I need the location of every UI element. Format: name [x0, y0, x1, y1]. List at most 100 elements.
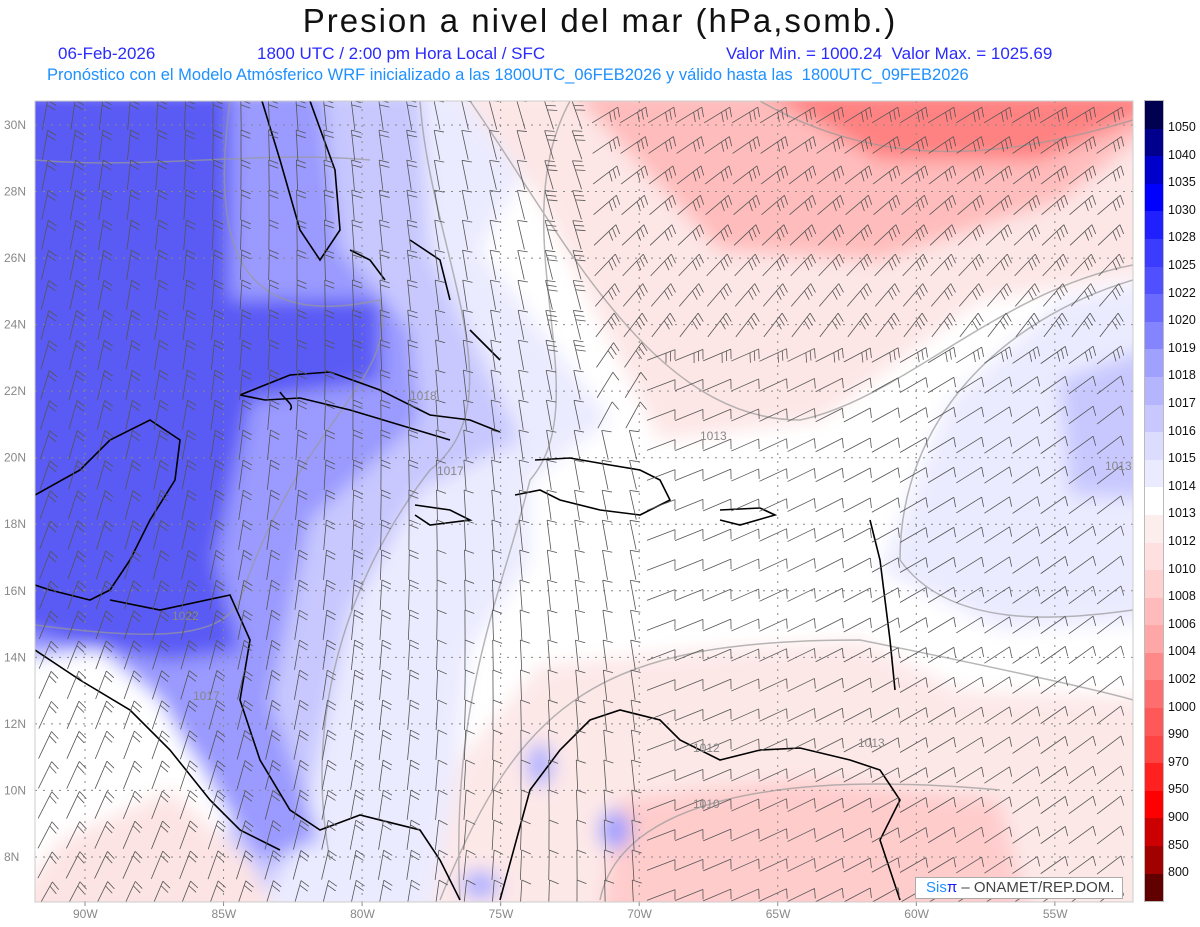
wind-barb — [572, 250, 586, 280]
wind-barb — [1040, 586, 1069, 604]
wind-barb — [649, 194, 677, 216]
wind-barb — [646, 499, 676, 511]
wind-barb — [1040, 526, 1069, 544]
colorbar-swatch — [1145, 846, 1163, 874]
wind-barb — [69, 219, 85, 250]
wind-barb — [1096, 615, 1125, 635]
contour-label: 1017 — [437, 464, 464, 478]
wind-barb — [519, 579, 530, 610]
wind-barb — [628, 430, 640, 460]
wind-barb — [1068, 645, 1097, 665]
wind-barb — [352, 429, 363, 461]
colorbar-label: 1002 — [1168, 672, 1196, 686]
wind-barb — [267, 429, 280, 460]
wind-barb — [294, 639, 309, 670]
wind-barb — [491, 489, 502, 520]
wind-barb — [519, 519, 530, 550]
wind-barb — [927, 556, 956, 574]
wind-barb — [1011, 106, 1040, 124]
wind-barb — [264, 790, 282, 820]
wind-barb — [816, 136, 845, 154]
wind-barb — [40, 400, 58, 430]
wind-barb — [490, 339, 501, 370]
wind-barb — [674, 679, 704, 691]
wind-barb — [180, 730, 198, 760]
wind-barb — [674, 739, 704, 751]
wind-barb — [984, 646, 1013, 664]
wind-barb — [703, 468, 732, 482]
wind-barb — [1068, 495, 1097, 515]
wind-barb — [406, 249, 418, 280]
wind-barb — [182, 369, 197, 400]
wind-barb — [212, 101, 223, 131]
wind-barb — [759, 858, 788, 872]
lat-tick-label: 8N — [4, 850, 19, 864]
wind-barb — [679, 312, 704, 338]
wind-barb — [759, 498, 788, 512]
wind-barb — [1040, 796, 1069, 814]
wind-barb — [984, 766, 1013, 784]
wind-barb — [546, 519, 557, 550]
wind-barb — [759, 768, 788, 782]
wind-barb — [126, 249, 141, 280]
wind-barb — [595, 312, 620, 338]
wind-barb — [436, 519, 447, 551]
wind-barb — [379, 309, 391, 340]
wind-barb — [1012, 376, 1041, 394]
credit-box: Sisπ – ONAMET/REP.DOM. — [915, 877, 1123, 899]
wind-barb — [324, 339, 335, 371]
wind-barb — [152, 670, 170, 700]
wind-barb — [267, 339, 280, 370]
wind-barb — [268, 101, 279, 131]
wind-barb — [871, 827, 900, 843]
lon-tick-label: 75W — [489, 907, 514, 921]
colorbar-swatch — [1145, 790, 1163, 819]
wind-barb — [1012, 736, 1041, 754]
wind-barb — [731, 438, 760, 452]
wind-barb — [96, 520, 114, 550]
wind-barb — [1012, 436, 1041, 454]
wind-barb — [759, 708, 788, 722]
wind-barb — [597, 401, 619, 429]
wind-barb — [292, 850, 310, 880]
wind-barb — [1096, 675, 1125, 695]
wind-barb — [572, 310, 586, 340]
wind-barb — [899, 587, 928, 603]
wind-barb — [408, 519, 419, 551]
wind-barb — [927, 796, 956, 814]
wind-barb — [927, 736, 956, 754]
wind-barb — [815, 347, 844, 363]
wind-barb — [957, 194, 985, 216]
wind-barb — [548, 879, 559, 902]
wind-barb — [759, 348, 788, 363]
wind-barb — [239, 309, 252, 340]
wind-barb — [66, 791, 87, 819]
wind-barb — [123, 610, 142, 640]
wind-barb — [236, 730, 254, 760]
lat-tick-label: 18N — [4, 517, 26, 531]
wind-barb — [735, 312, 760, 338]
wind-barb — [324, 279, 335, 311]
min-max-label: Valor Min. = 1000.24 Valor Max. = 1025.6… — [726, 44, 1053, 63]
wind-barb — [602, 669, 614, 700]
wind-barb — [492, 639, 503, 671]
contour-label: 1013 — [1105, 459, 1132, 473]
wind-barb — [871, 467, 900, 483]
wind-barb — [603, 699, 614, 730]
wind-barb — [731, 106, 760, 124]
colorbar-label: 1012 — [1168, 534, 1196, 548]
wind-barb — [183, 159, 196, 190]
wind-barb — [1012, 856, 1041, 874]
wind-barb — [1013, 224, 1041, 246]
wind-barb — [1040, 676, 1069, 694]
wind-barb — [1068, 405, 1097, 425]
wind-barb — [674, 409, 704, 421]
wind-barb — [39, 520, 58, 550]
colorbar-label: 1028 — [1168, 230, 1196, 245]
wind-barb — [985, 194, 1013, 216]
wind-barb — [1068, 136, 1097, 154]
wind-barb — [296, 339, 307, 371]
wind-barb — [548, 759, 559, 791]
wind-barb — [984, 376, 1013, 394]
wind-barb — [39, 430, 58, 460]
